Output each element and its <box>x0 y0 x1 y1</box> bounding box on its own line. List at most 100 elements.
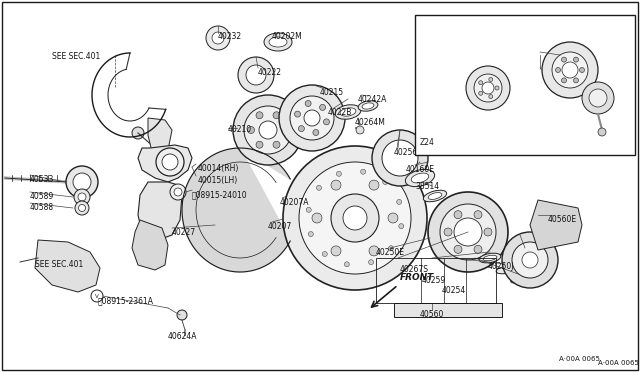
Circle shape <box>156 148 184 176</box>
Text: 40560: 40560 <box>420 310 444 319</box>
Text: 40160E: 40160E <box>406 165 435 174</box>
Circle shape <box>542 42 598 98</box>
Circle shape <box>383 180 388 185</box>
Text: 40589: 40589 <box>30 192 54 201</box>
Text: 4022B: 4022B <box>328 108 353 117</box>
Text: 40250J: 40250J <box>488 262 515 271</box>
Text: 40232: 40232 <box>218 32 242 41</box>
Circle shape <box>382 140 418 176</box>
Polygon shape <box>35 240 100 292</box>
Text: Z24: Z24 <box>416 138 431 147</box>
Ellipse shape <box>269 37 287 47</box>
Text: SEE SEC.401: SEE SEC.401 <box>52 52 100 61</box>
Circle shape <box>306 207 311 212</box>
Circle shape <box>589 89 607 107</box>
Circle shape <box>323 119 330 125</box>
Circle shape <box>170 184 186 200</box>
Text: SEE SEC.401: SEE SEC.401 <box>35 260 83 269</box>
Circle shape <box>369 260 374 264</box>
Text: 40252: 40252 <box>466 72 490 81</box>
Circle shape <box>454 245 462 253</box>
Ellipse shape <box>479 253 501 263</box>
Circle shape <box>331 180 341 190</box>
Circle shape <box>556 67 561 73</box>
Circle shape <box>279 85 345 151</box>
Circle shape <box>444 228 452 236</box>
Bar <box>415 15 635 155</box>
Text: 40207: 40207 <box>268 222 292 231</box>
Text: 40222: 40222 <box>258 68 282 77</box>
Circle shape <box>259 121 277 139</box>
Polygon shape <box>138 145 192 182</box>
Circle shape <box>388 246 394 251</box>
Circle shape <box>369 246 379 256</box>
Text: Ⓥ08915-2361A: Ⓥ08915-2361A <box>98 296 154 305</box>
Circle shape <box>294 111 301 117</box>
Bar <box>394 303 502 317</box>
Circle shape <box>162 154 178 170</box>
Circle shape <box>323 251 327 257</box>
Circle shape <box>78 193 86 201</box>
Circle shape <box>573 57 579 62</box>
Ellipse shape <box>405 169 435 187</box>
Circle shape <box>343 206 367 230</box>
Circle shape <box>484 228 492 236</box>
Circle shape <box>206 26 230 50</box>
Circle shape <box>290 96 334 140</box>
Polygon shape <box>530 200 582 250</box>
Circle shape <box>132 127 144 139</box>
Circle shape <box>573 78 579 83</box>
Text: 40533: 40533 <box>30 175 54 184</box>
Text: 40015(LH): 40015(LH) <box>198 176 238 185</box>
Ellipse shape <box>340 108 356 116</box>
Circle shape <box>598 128 606 136</box>
Circle shape <box>562 62 578 78</box>
Circle shape <box>474 74 502 102</box>
Circle shape <box>474 211 482 219</box>
Text: 40254: 40254 <box>442 286 467 295</box>
Circle shape <box>397 199 402 205</box>
Circle shape <box>331 194 379 242</box>
Circle shape <box>474 245 482 253</box>
Circle shape <box>244 106 292 154</box>
Text: 40227: 40227 <box>172 228 196 237</box>
Circle shape <box>331 246 341 256</box>
Circle shape <box>512 242 548 278</box>
Circle shape <box>428 192 508 272</box>
Circle shape <box>440 204 496 260</box>
Circle shape <box>388 213 398 223</box>
Text: 38514: 38514 <box>415 182 439 191</box>
Text: A·00A 0065: A·00A 0065 <box>559 356 600 362</box>
Circle shape <box>552 52 588 88</box>
Circle shape <box>372 130 428 186</box>
Circle shape <box>495 86 499 90</box>
Polygon shape <box>138 182 182 240</box>
Circle shape <box>361 169 365 174</box>
Text: 40207A: 40207A <box>280 198 310 207</box>
Circle shape <box>502 232 558 288</box>
Text: 40256D: 40256D <box>394 148 424 157</box>
Circle shape <box>305 100 311 106</box>
Circle shape <box>304 110 320 126</box>
Circle shape <box>73 173 91 191</box>
Text: A·00A 0065: A·00A 0065 <box>598 360 639 366</box>
Ellipse shape <box>412 173 429 183</box>
Circle shape <box>561 57 566 62</box>
Circle shape <box>489 94 493 99</box>
Ellipse shape <box>358 101 378 111</box>
Text: FRONT: FRONT <box>400 273 435 282</box>
Circle shape <box>256 112 263 119</box>
Circle shape <box>177 310 187 320</box>
Circle shape <box>66 166 98 198</box>
Text: 40215: 40215 <box>320 88 344 97</box>
Circle shape <box>233 95 303 165</box>
Text: 40264M: 40264M <box>355 118 386 127</box>
Circle shape <box>75 201 89 215</box>
Circle shape <box>283 146 427 290</box>
Circle shape <box>482 82 494 94</box>
Circle shape <box>582 82 614 114</box>
Polygon shape <box>148 118 172 152</box>
Text: Z24: Z24 <box>420 138 435 147</box>
Circle shape <box>273 112 280 119</box>
Text: 40267S: 40267S <box>400 265 429 274</box>
